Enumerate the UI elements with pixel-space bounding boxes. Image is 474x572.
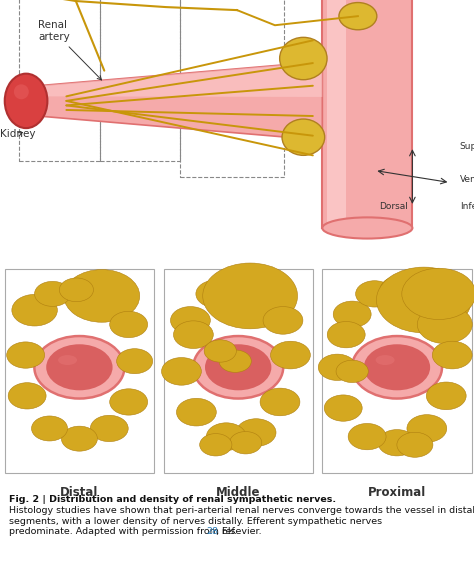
Circle shape bbox=[117, 349, 153, 374]
Text: Middle: Middle bbox=[216, 486, 260, 499]
Text: Ventral: Ventral bbox=[460, 175, 474, 184]
Ellipse shape bbox=[282, 119, 325, 156]
Text: Histology studies have shown that peri-arterial renal nerves converge towards th: Histology studies have shown that peri-a… bbox=[9, 506, 474, 515]
Circle shape bbox=[229, 431, 262, 454]
Ellipse shape bbox=[339, 2, 377, 30]
Circle shape bbox=[271, 341, 310, 369]
Circle shape bbox=[200, 434, 232, 456]
Circle shape bbox=[90, 415, 128, 442]
Bar bbox=[180, 0, 284, 177]
Ellipse shape bbox=[14, 84, 29, 100]
Circle shape bbox=[219, 350, 251, 372]
Circle shape bbox=[31, 416, 68, 441]
Circle shape bbox=[348, 423, 386, 450]
Ellipse shape bbox=[217, 355, 236, 365]
Circle shape bbox=[205, 344, 271, 390]
Bar bbox=[164, 269, 313, 474]
Text: Inferior: Inferior bbox=[460, 202, 474, 211]
Circle shape bbox=[196, 280, 236, 308]
Circle shape bbox=[324, 395, 362, 421]
Bar bbox=[5, 269, 154, 474]
Ellipse shape bbox=[280, 37, 327, 80]
Text: segments, with a lower density of nerves distally. Efferent sympathetic nerves: segments, with a lower density of nerves… bbox=[9, 517, 383, 526]
Text: Superior: Superior bbox=[460, 142, 474, 151]
Circle shape bbox=[171, 307, 210, 334]
Circle shape bbox=[46, 344, 113, 390]
Circle shape bbox=[364, 344, 430, 390]
Circle shape bbox=[432, 341, 472, 369]
Circle shape bbox=[236, 419, 276, 446]
Circle shape bbox=[352, 336, 442, 399]
Text: 28: 28 bbox=[206, 527, 218, 536]
Circle shape bbox=[417, 305, 472, 344]
Ellipse shape bbox=[375, 355, 394, 365]
Circle shape bbox=[206, 423, 246, 450]
Circle shape bbox=[426, 382, 466, 410]
Circle shape bbox=[59, 278, 93, 301]
Circle shape bbox=[333, 301, 371, 327]
Circle shape bbox=[397, 432, 433, 457]
Text: Renal
artery: Renal artery bbox=[38, 21, 101, 80]
Circle shape bbox=[193, 336, 283, 399]
Circle shape bbox=[62, 426, 98, 451]
FancyBboxPatch shape bbox=[322, 0, 412, 228]
Circle shape bbox=[378, 430, 416, 456]
Text: Dorsal: Dorsal bbox=[379, 202, 408, 211]
Circle shape bbox=[35, 281, 71, 307]
Circle shape bbox=[7, 342, 45, 368]
Bar bbox=[322, 269, 472, 474]
Circle shape bbox=[12, 295, 57, 326]
Circle shape bbox=[35, 336, 124, 399]
Ellipse shape bbox=[5, 74, 47, 128]
Ellipse shape bbox=[322, 217, 412, 239]
Ellipse shape bbox=[58, 355, 77, 365]
Polygon shape bbox=[38, 62, 322, 97]
Circle shape bbox=[319, 354, 356, 380]
Circle shape bbox=[109, 311, 147, 337]
Text: Fig. 2 | Distribution and density of renal sympathetic nerves.: Fig. 2 | Distribution and density of ren… bbox=[9, 495, 337, 504]
Circle shape bbox=[356, 281, 393, 307]
Circle shape bbox=[407, 415, 447, 442]
Circle shape bbox=[260, 388, 300, 416]
Circle shape bbox=[64, 269, 140, 322]
Text: Distal: Distal bbox=[60, 486, 99, 499]
Circle shape bbox=[380, 276, 420, 304]
Text: Kidney: Kidney bbox=[0, 129, 36, 139]
Circle shape bbox=[8, 383, 46, 409]
Circle shape bbox=[204, 340, 237, 362]
Circle shape bbox=[173, 321, 213, 348]
Circle shape bbox=[176, 398, 216, 426]
Circle shape bbox=[376, 267, 471, 333]
Circle shape bbox=[109, 389, 147, 415]
Bar bbox=[327, 0, 346, 228]
Circle shape bbox=[402, 268, 474, 320]
Polygon shape bbox=[38, 62, 322, 140]
Circle shape bbox=[327, 321, 365, 348]
Text: Proximal: Proximal bbox=[368, 486, 426, 499]
Circle shape bbox=[336, 360, 368, 383]
Circle shape bbox=[263, 307, 303, 334]
Bar bbox=[100, 0, 180, 161]
Text: , Elsevier.: , Elsevier. bbox=[216, 527, 261, 536]
Text: predominate. Adapted with permission from ref.: predominate. Adapted with permission fro… bbox=[9, 527, 241, 536]
Bar bbox=[19, 0, 100, 161]
Circle shape bbox=[162, 358, 201, 385]
Circle shape bbox=[203, 263, 298, 329]
